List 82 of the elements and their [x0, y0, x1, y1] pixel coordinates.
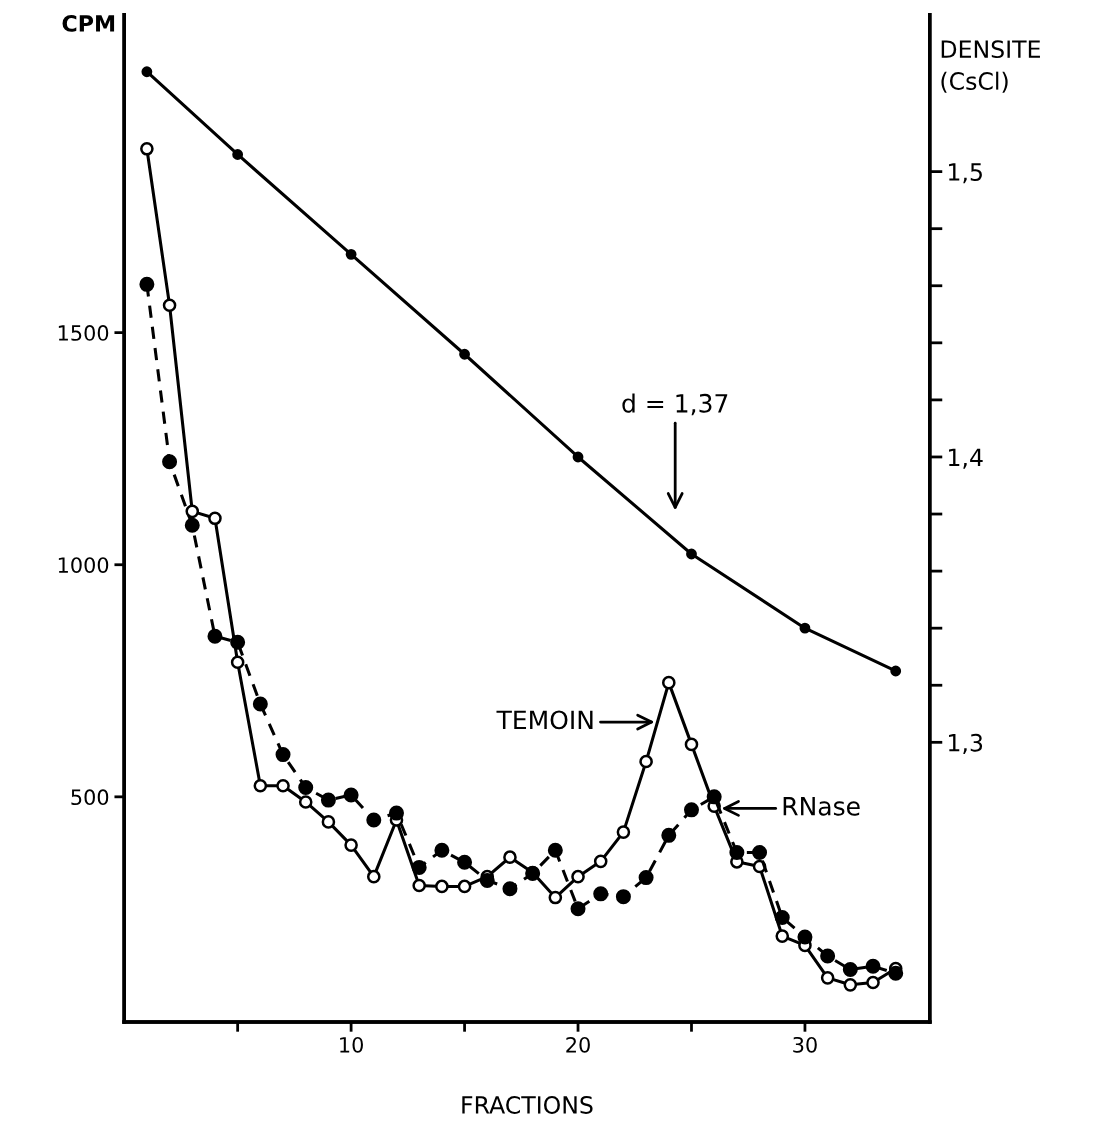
point: [729, 845, 745, 861]
point: [366, 869, 381, 884]
point: [459, 348, 470, 360]
x-tick-label: 20: [566, 1036, 590, 1053]
point: [185, 504, 200, 519]
point: [616, 825, 631, 839]
point: [820, 948, 836, 964]
point: [661, 827, 677, 843]
point: [842, 962, 858, 978]
point: [276, 778, 290, 793]
point: [752, 845, 768, 861]
point: [890, 665, 902, 677]
point: [207, 628, 223, 644]
point: [253, 778, 268, 793]
point: [775, 929, 790, 943]
point: [706, 789, 722, 805]
point: [661, 675, 676, 690]
point: [141, 66, 153, 78]
point: [232, 149, 244, 160]
point: [162, 298, 177, 313]
point: [593, 886, 609, 902]
point: [799, 622, 811, 634]
point: [139, 276, 155, 292]
y-tick-label: 1500: [58, 325, 109, 341]
y-tick-label: 1000: [58, 557, 109, 573]
annotation: RNase: [783, 797, 860, 816]
point: [412, 878, 426, 893]
point: [366, 812, 382, 828]
point: [162, 454, 178, 470]
point: [843, 978, 858, 992]
point: [683, 802, 699, 818]
point: [208, 511, 222, 526]
point: [298, 795, 313, 809]
point: [343, 787, 359, 803]
point: [388, 805, 404, 821]
point: [571, 869, 585, 884]
point: [686, 548, 697, 560]
point: [684, 737, 699, 752]
annotation: TEMOIN: [496, 710, 593, 730]
y-axis-title: CPM: [62, 15, 115, 32]
point: [252, 696, 268, 712]
point: [570, 901, 586, 917]
point: [865, 958, 881, 974]
point: [502, 881, 518, 897]
point: [434, 842, 450, 858]
point: [615, 889, 631, 905]
point: [572, 451, 584, 463]
point: [797, 929, 813, 945]
point: [344, 838, 358, 852]
point: [593, 854, 608, 869]
y-tick-label: 500: [71, 789, 109, 806]
point: [457, 879, 472, 894]
point: [435, 879, 449, 894]
point: [503, 850, 517, 864]
y2-axis-title: DENSITE (CsCl): [941, 40, 1040, 93]
point: [639, 754, 653, 769]
x-tick-label: 10: [340, 1036, 363, 1053]
y2-tick-label: 1,5: [949, 163, 982, 184]
point: [548, 890, 563, 905]
point: [321, 815, 336, 829]
x-axis-title: FRACTIONS: [462, 1096, 593, 1114]
point: [320, 792, 336, 808]
point: [888, 965, 904, 981]
point: [275, 747, 291, 763]
point: [230, 655, 245, 670]
y2-tick-label: 1,3: [949, 733, 983, 755]
point: [457, 854, 473, 870]
x-tick-label: 30: [793, 1036, 817, 1053]
point: [345, 248, 357, 260]
point: [184, 517, 200, 533]
point: [479, 872, 495, 888]
point: [230, 634, 246, 650]
y2-tick-label: 1,4: [949, 448, 983, 469]
point: [411, 859, 427, 875]
point: [547, 842, 563, 858]
point: [140, 142, 154, 156]
point: [638, 870, 654, 886]
point: [820, 971, 835, 985]
annotation: d = 1,37: [622, 393, 728, 416]
point: [298, 780, 314, 796]
point: [866, 975, 880, 990]
point: [774, 910, 790, 926]
